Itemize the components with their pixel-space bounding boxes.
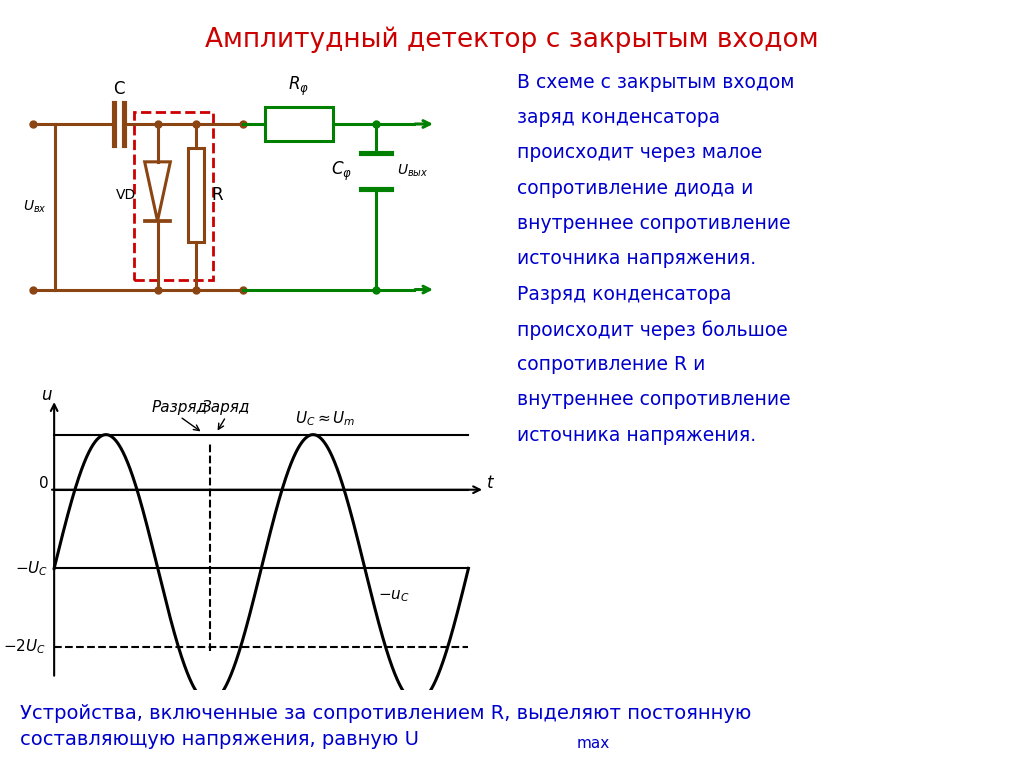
Text: Разряд: Разряд (152, 400, 208, 415)
Text: $-U_C$: $-U_C$ (15, 559, 48, 578)
Text: происходит через большое: происходит через большое (517, 320, 787, 340)
Text: u: u (41, 387, 51, 404)
Text: $U_{вых}$: $U_{вых}$ (397, 163, 429, 179)
Bar (188, 147, 204, 242)
Text: Разряд конденсатора: Разряд конденсатора (517, 285, 731, 304)
Bar (134, 112, 213, 280)
Text: источника напряжения.: источника напряжения. (517, 249, 757, 268)
Bar (264, 107, 333, 140)
Text: происходит через малое: происходит через малое (517, 143, 763, 163)
Text: $-u_C$: $-u_C$ (378, 588, 410, 604)
Text: В схеме с закрытым входом: В схеме с закрытым входом (517, 73, 795, 92)
Text: R: R (211, 186, 222, 204)
Text: 0: 0 (39, 476, 48, 491)
Text: VD: VD (116, 188, 136, 202)
Text: $U_{вх}$: $U_{вх}$ (23, 199, 46, 215)
Text: внутреннее сопротивление: внутреннее сопротивление (517, 390, 791, 410)
Text: $-2U_C$: $-2U_C$ (3, 637, 46, 657)
Text: max: max (577, 736, 609, 751)
Text: C: C (114, 80, 125, 98)
Text: сопротивление R и: сопротивление R и (517, 355, 706, 374)
Text: составляющую напряжения, равную U: составляющую напряжения, равную U (20, 730, 420, 749)
Text: внутреннее сопротивление: внутреннее сопротивление (517, 214, 791, 233)
Text: заряд конденсатора: заряд конденсатора (517, 108, 720, 127)
Text: $U_C\approx U_m$: $U_C\approx U_m$ (295, 410, 355, 428)
Text: Амплитудный детектор с закрытым входом: Амплитудный детектор с закрытым входом (205, 27, 819, 54)
Text: Устройства, включенные за сопротивлением R, выделяют постоянную: Устройства, включенные за сопротивлением… (20, 704, 752, 723)
Text: источника напряжения.: источника напряжения. (517, 426, 757, 445)
Text: t: t (486, 475, 494, 492)
Text: Заряд: Заряд (202, 400, 250, 415)
Text: $R_φ$: $R_φ$ (289, 75, 309, 98)
Text: сопротивление диода и: сопротивление диода и (517, 179, 754, 198)
Text: $C_φ$: $C_φ$ (331, 160, 352, 183)
